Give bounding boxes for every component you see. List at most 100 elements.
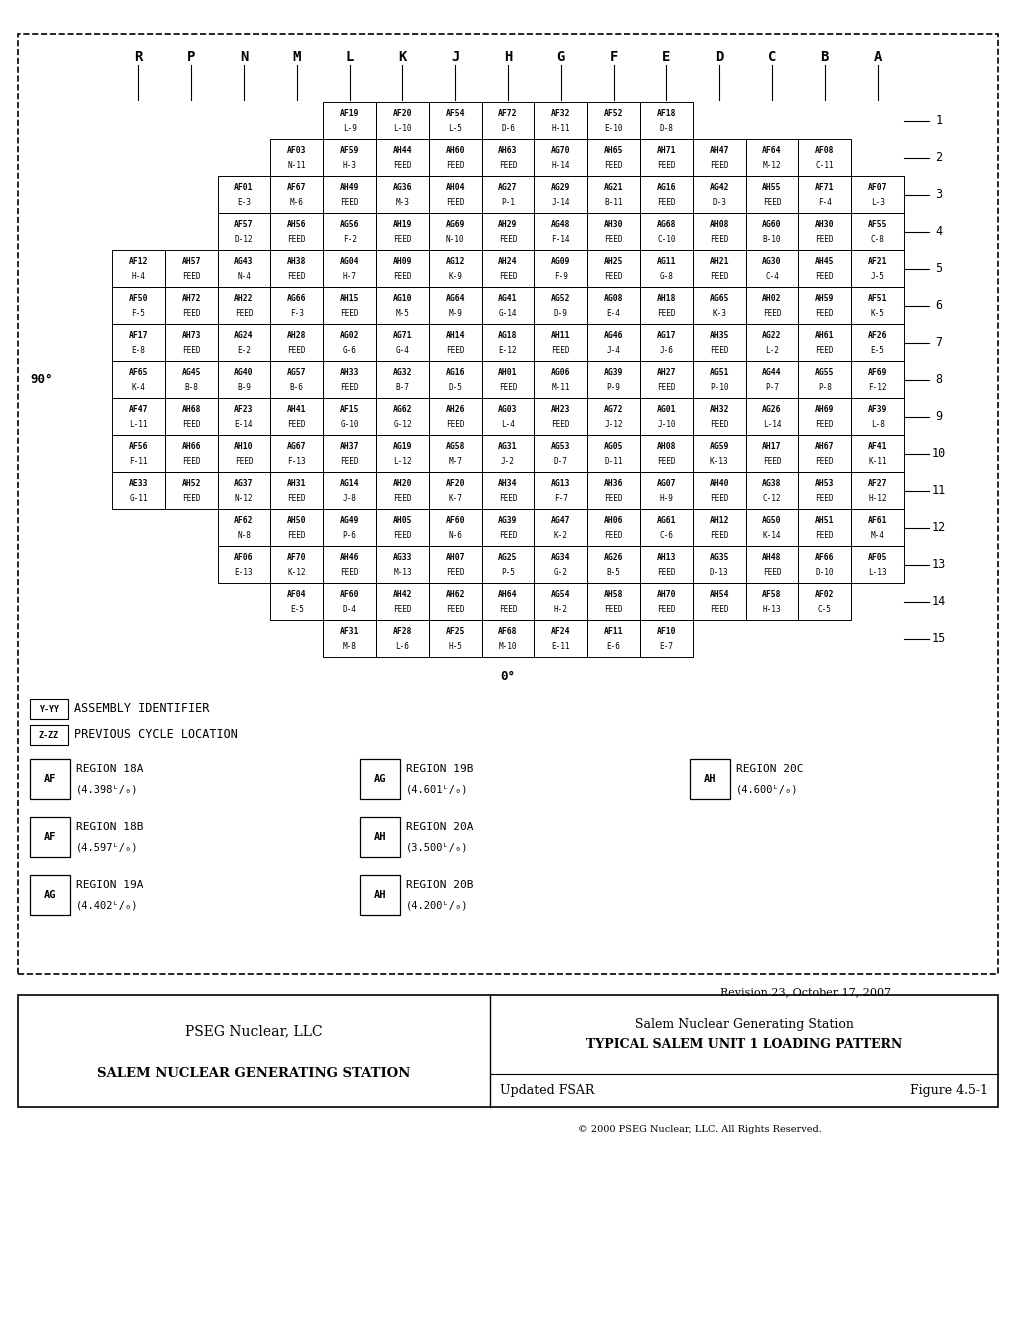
Text: AF03: AF03 (286, 147, 307, 156)
Text: FEED: FEED (234, 457, 253, 467)
Bar (639, 398, 692, 435)
Text: D-3: D-3 (711, 198, 726, 208)
Text: FEED: FEED (445, 161, 464, 171)
Text: FEED: FEED (181, 309, 201, 319)
Text: D-11: D-11 (603, 457, 623, 467)
Text: D-6: D-6 (500, 124, 515, 134)
Text: AF62: AF62 (234, 517, 254, 525)
Bar (745, 361, 798, 398)
Text: AG05: AG05 (603, 443, 623, 451)
Text: 5: 5 (934, 262, 942, 275)
Text: AF56: AF56 (128, 443, 148, 451)
Text: AF58: AF58 (761, 591, 781, 599)
Bar (851, 250, 903, 287)
Text: AF61: AF61 (867, 517, 887, 525)
Text: Z-ZZ: Z-ZZ (39, 731, 59, 739)
Text: AF19: AF19 (339, 110, 359, 119)
Bar (217, 509, 270, 546)
Bar (270, 509, 323, 546)
Text: FEED: FEED (181, 494, 201, 504)
Text: M-5: M-5 (395, 309, 409, 319)
Text: AF67: AF67 (286, 184, 307, 192)
Text: AG11: AG11 (656, 258, 676, 266)
Bar (270, 472, 323, 509)
Text: AG18: AG18 (497, 332, 518, 340)
Text: FEED: FEED (603, 605, 623, 615)
Text: AH38: AH38 (286, 258, 307, 266)
Bar (323, 398, 376, 435)
Text: AG: AG (44, 890, 56, 900)
Text: REGION 20C: REGION 20C (736, 764, 803, 773)
Text: AG36: AG36 (392, 184, 412, 192)
Text: L-11: L-11 (129, 420, 148, 430)
Text: D-9: D-9 (553, 309, 568, 319)
Text: AG60: AG60 (761, 221, 781, 229)
Bar (587, 398, 639, 435)
Text: 0°: 0° (500, 670, 515, 683)
Bar (217, 324, 270, 361)
Text: AG02: AG02 (339, 332, 359, 340)
Text: FEED: FEED (709, 531, 728, 541)
Text: AH44: AH44 (392, 147, 412, 156)
Bar (534, 287, 587, 324)
Text: FEED: FEED (815, 457, 834, 467)
Bar (798, 324, 851, 361)
Text: E-8: E-8 (131, 346, 145, 356)
Bar (692, 213, 745, 250)
Bar (112, 472, 165, 509)
Bar (481, 250, 534, 287)
Bar (692, 435, 745, 472)
Text: AH64: AH64 (497, 591, 518, 599)
Text: FEED: FEED (815, 420, 834, 430)
Text: AG08: AG08 (603, 295, 623, 303)
Text: K-3: K-3 (711, 309, 726, 319)
Text: K-9: K-9 (447, 272, 462, 282)
Bar (165, 361, 217, 398)
Bar (428, 287, 481, 324)
Bar (692, 361, 745, 398)
Text: FEED: FEED (340, 309, 359, 319)
Bar (323, 435, 376, 472)
Text: G-10: G-10 (340, 420, 359, 430)
Text: E-12: E-12 (498, 346, 517, 356)
Bar (639, 361, 692, 398)
Text: AH61: AH61 (814, 332, 834, 340)
Text: FEED: FEED (498, 494, 517, 504)
Text: Y-YY: Y-YY (39, 705, 59, 714)
Bar (587, 324, 639, 361)
Text: G-11: G-11 (129, 494, 148, 504)
Bar (745, 176, 798, 213)
Bar (587, 472, 639, 509)
Bar (376, 102, 428, 139)
Bar (481, 546, 534, 583)
Text: N: N (239, 50, 248, 63)
Text: AH08: AH08 (656, 443, 676, 451)
Bar (360, 875, 399, 915)
Bar (30, 817, 70, 857)
Text: E: E (661, 50, 669, 63)
Text: 3: 3 (934, 188, 942, 201)
Text: (4.600ᴸ/₀): (4.600ᴸ/₀) (736, 784, 798, 795)
Text: E-5: E-5 (289, 605, 304, 615)
Text: FEED: FEED (815, 346, 834, 356)
Text: F: F (608, 50, 618, 63)
Text: FEED: FEED (498, 235, 517, 245)
Text: N-11: N-11 (287, 161, 306, 171)
Text: FEED: FEED (656, 383, 675, 393)
Text: D-10: D-10 (815, 568, 834, 578)
Bar (323, 176, 376, 213)
Text: 7: 7 (934, 336, 942, 349)
Text: 14: 14 (931, 595, 946, 608)
Bar (323, 361, 376, 398)
Text: N-4: N-4 (236, 272, 251, 282)
Bar (112, 398, 165, 435)
Bar (587, 213, 639, 250)
Text: AH37: AH37 (339, 443, 359, 451)
Text: F-4: F-4 (817, 198, 830, 208)
Text: M-6: M-6 (289, 198, 304, 208)
Text: AG31: AG31 (497, 443, 518, 451)
Text: AF71: AF71 (814, 184, 834, 192)
Bar (428, 102, 481, 139)
Bar (587, 583, 639, 620)
Text: AH24: AH24 (497, 258, 518, 266)
